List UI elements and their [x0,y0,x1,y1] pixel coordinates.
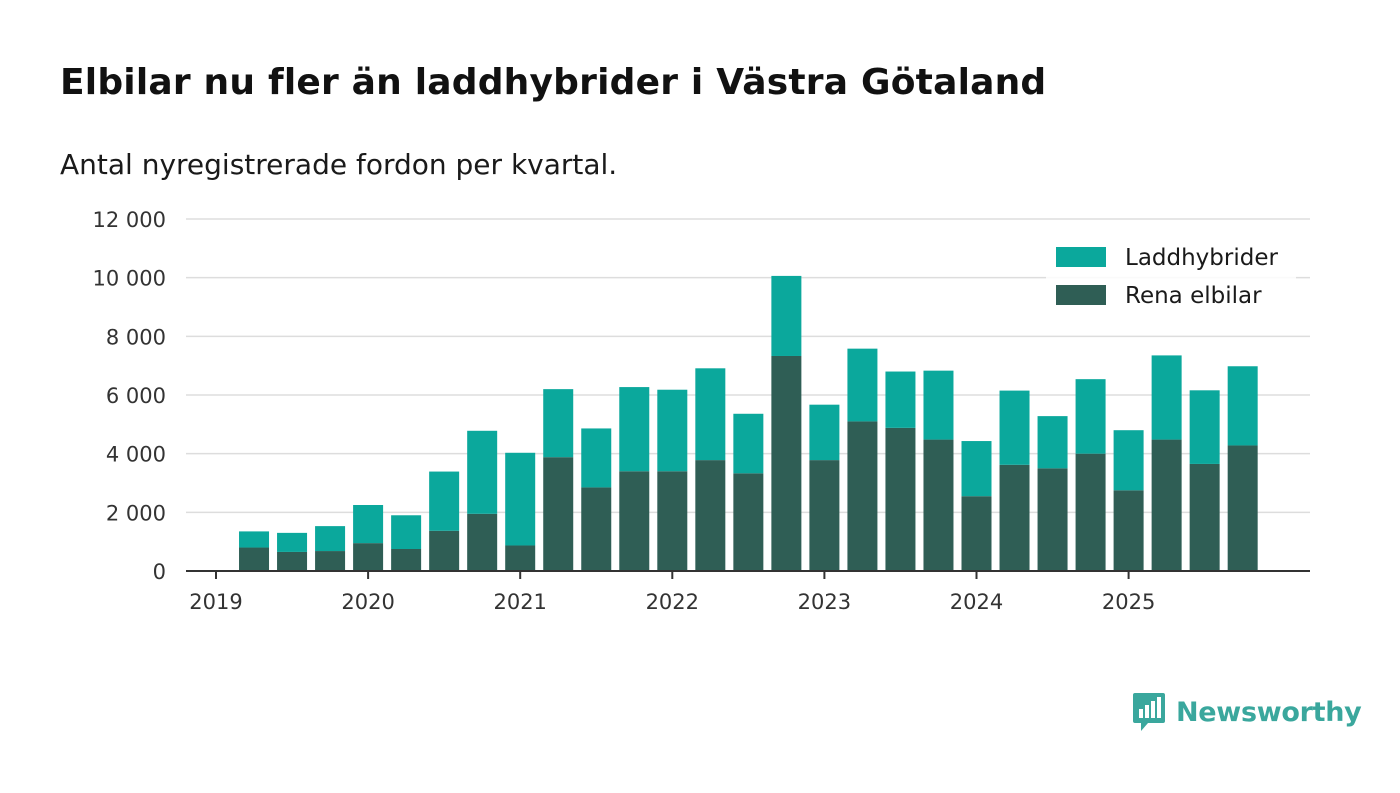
bar-rena-elbilar [581,487,612,571]
bar-rena-elbilar [1075,453,1106,571]
bar-rena-elbilar [1113,490,1144,571]
y-tick-label: 12 000 [93,208,166,232]
bar-laddhybrider [1189,390,1220,464]
bar-rena-elbilar [239,547,270,571]
bar-laddhybrider [391,515,422,549]
x-tick-label: 2021 [493,590,546,614]
x-tick-label: 2025 [1102,590,1155,614]
bar-laddhybrider [315,526,346,552]
bar-laddhybrider [695,368,726,461]
chart-subtitle: Antal nyregistrerade fordon per kvartal. [60,148,618,181]
bar-laddhybrider [1037,416,1068,469]
bar-rena-elbilar [847,421,878,571]
legend-label-rena-elbilar: Rena elbilar [1125,283,1262,309]
bar-laddhybrider [353,505,384,544]
bar-laddhybrider [1151,355,1182,440]
y-tick-label: 8 000 [106,325,166,349]
x-tick-label: 2020 [341,590,394,614]
legend-swatch-laddhybrider [1056,247,1106,267]
bar-laddhybrider [1113,430,1144,491]
bar-rena-elbilar [885,427,916,571]
bar-rena-elbilar [543,457,574,571]
bar-laddhybrider [429,471,460,531]
bar-rena-elbilar [277,551,308,571]
bar-laddhybrider [999,390,1030,465]
bar-rena-elbilar [467,513,498,571]
bar-rena-elbilar [315,551,346,571]
bar-laddhybrider [961,441,992,497]
bar-rena-elbilar [1151,439,1182,571]
bar-laddhybrider [771,275,802,356]
bar-rena-elbilar [771,355,802,571]
bar-laddhybrider [543,389,574,458]
legend-swatch-rena-elbilar [1056,285,1106,305]
y-tick-label: 0 [153,560,166,584]
bar-rena-elbilar [353,543,384,571]
y-tick-label: 10 000 [93,267,166,291]
bar-laddhybrider [847,348,878,422]
bars [239,275,1258,571]
bar-rena-elbilar [1227,445,1258,571]
bar-laddhybrider [505,452,536,546]
bar-rena-elbilar [733,473,764,571]
bar-laddhybrider [885,371,916,428]
y-tick-label: 6 000 [106,384,166,408]
bar-rena-elbilar [999,464,1030,571]
bar-rena-elbilar [505,545,536,571]
newsworthy-logo-icon [1133,693,1165,731]
bar-laddhybrider [239,531,270,548]
newsworthy-logo-text: Newsworthy [1176,696,1362,728]
bar-rena-elbilar [391,549,422,571]
bar-laddhybrider [277,532,308,552]
axes: 0 2 000 4 000 6 000 8 000 10 000 12 000 2019 202… [93,208,1310,614]
bar-laddhybrider [809,404,840,461]
newsworthy-logo: Newsworthy [1132,690,1362,734]
bar-laddhybrider [467,430,498,514]
legend-label-laddhybrider: Laddhybrider [1125,245,1278,271]
bar-laddhybrider [923,370,954,440]
bar-rena-elbilar [429,530,460,571]
bar-rena-elbilar [1189,463,1220,571]
y-tick-label: 4 000 [106,443,166,467]
legend: Laddhybrider Rena elbilar [1046,236,1296,316]
bar-rena-elbilar [619,471,650,571]
bar-rena-elbilar [1037,468,1068,571]
bar-rena-elbilar [961,496,992,571]
bar-rena-elbilar [923,439,954,571]
chart-title: Elbilar nu fler än laddhybrider i Västra… [60,62,1047,103]
x-tick-label: 2023 [798,590,851,614]
x-tick-label: 2022 [646,590,699,614]
x-tick-label: 2024 [950,590,1003,614]
y-tick-label: 2 000 [106,501,166,525]
bar-laddhybrider [733,413,764,474]
bar-rena-elbilar [657,471,688,571]
bar-rena-elbilar [695,460,726,571]
bar-laddhybrider [1227,366,1258,446]
x-tick-label: 2019 [189,590,242,614]
bar-laddhybrider [657,389,688,472]
bar-laddhybrider [581,428,612,488]
bar-rena-elbilar [809,460,840,571]
bar-laddhybrider [619,387,650,472]
bar-laddhybrider [1075,379,1106,454]
